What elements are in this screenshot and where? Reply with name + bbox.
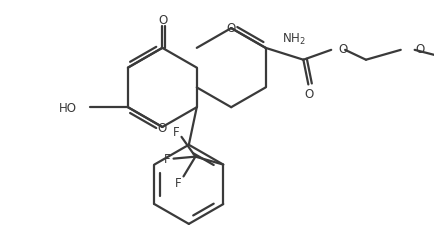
Text: HO: HO bbox=[59, 101, 77, 114]
Text: NH$_2$: NH$_2$ bbox=[281, 31, 305, 46]
Text: F: F bbox=[173, 126, 179, 139]
Text: O: O bbox=[158, 14, 168, 26]
Text: O: O bbox=[337, 43, 347, 56]
Text: O: O bbox=[415, 43, 424, 56]
Text: O: O bbox=[304, 88, 313, 101]
Text: O: O bbox=[158, 122, 167, 135]
Text: F: F bbox=[175, 176, 181, 189]
Text: F: F bbox=[164, 152, 171, 166]
Text: O: O bbox=[226, 22, 235, 35]
